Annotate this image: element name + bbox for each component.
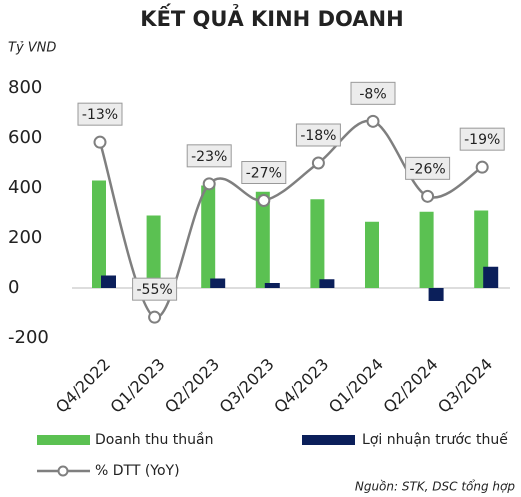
revenue-bar xyxy=(365,221,379,288)
profit-bar xyxy=(483,266,499,288)
data-label: -13% xyxy=(82,107,118,123)
data-label: -27% xyxy=(246,166,282,182)
revenue-bar xyxy=(255,191,270,288)
revenue-bar xyxy=(92,180,106,288)
yoy-marker xyxy=(475,160,489,174)
legend-label: Lợi nhuận trước thuế xyxy=(362,431,508,448)
x-tick-label: Q2/2024 xyxy=(379,355,441,417)
y-tick-label: 200 xyxy=(8,227,42,248)
chart-title: KẾT QUẢ KINH DOANH xyxy=(140,3,403,31)
y-tick-label: 400 xyxy=(8,177,42,198)
legend-swatch xyxy=(302,435,355,445)
profit-bar xyxy=(101,275,116,288)
x-tick-label: Q3/2023 xyxy=(216,355,278,417)
yoy-marker xyxy=(421,189,435,203)
yoy-marker xyxy=(148,310,162,324)
data-label: -26% xyxy=(410,161,446,177)
y-tick-label: 800 xyxy=(8,77,42,98)
profit-bar xyxy=(264,283,280,288)
profit-bar xyxy=(428,288,444,301)
yoy-marker xyxy=(257,194,271,207)
yoy-marker xyxy=(202,177,216,191)
x-tick-label: Q4/2022 xyxy=(52,355,114,417)
x-tick-label: Q4/2023 xyxy=(270,355,332,417)
label-box xyxy=(241,161,287,184)
label-box xyxy=(405,156,451,180)
y-tick-label: 0 xyxy=(8,277,19,298)
revenue-bar xyxy=(201,185,216,288)
y-unit: Tỷ VND xyxy=(8,41,56,56)
revenue-bar xyxy=(419,211,434,288)
revenue-bar xyxy=(310,199,325,288)
label-box xyxy=(350,81,396,105)
data-label: -18% xyxy=(300,128,336,144)
x-tick-label: Q1/2024 xyxy=(325,355,387,417)
data-label: -19% xyxy=(464,132,500,148)
profit-bar xyxy=(319,279,335,288)
label-box xyxy=(132,277,178,301)
y-tick-label: 600 xyxy=(8,127,42,148)
y-tick-label: -200 xyxy=(8,327,49,348)
label-box xyxy=(459,127,505,151)
label-box xyxy=(295,123,341,147)
data-label: -8% xyxy=(359,86,386,102)
yoy-marker xyxy=(311,156,325,170)
revenue-bar xyxy=(146,215,161,288)
label-box xyxy=(186,144,232,168)
label-box xyxy=(77,102,123,126)
legend-label: Doanh thu thuần xyxy=(95,432,214,448)
x-tick-label: Q3/2024 xyxy=(434,355,496,417)
legend-swatch xyxy=(57,465,69,477)
x-tick-label: Q1/2023 xyxy=(106,355,168,417)
data-label: -23% xyxy=(191,149,227,165)
legend-swatch xyxy=(37,435,90,445)
source: Nguồn: STK, DSC tổng hợp xyxy=(355,480,516,494)
x-tick-label: Q2/2023 xyxy=(161,355,223,417)
yoy-marker xyxy=(366,114,380,128)
yoy-marker xyxy=(93,135,107,149)
legend-label: % DTT (YoY) xyxy=(95,463,180,479)
data-label: -55% xyxy=(137,282,173,298)
profit-bar xyxy=(210,278,226,288)
